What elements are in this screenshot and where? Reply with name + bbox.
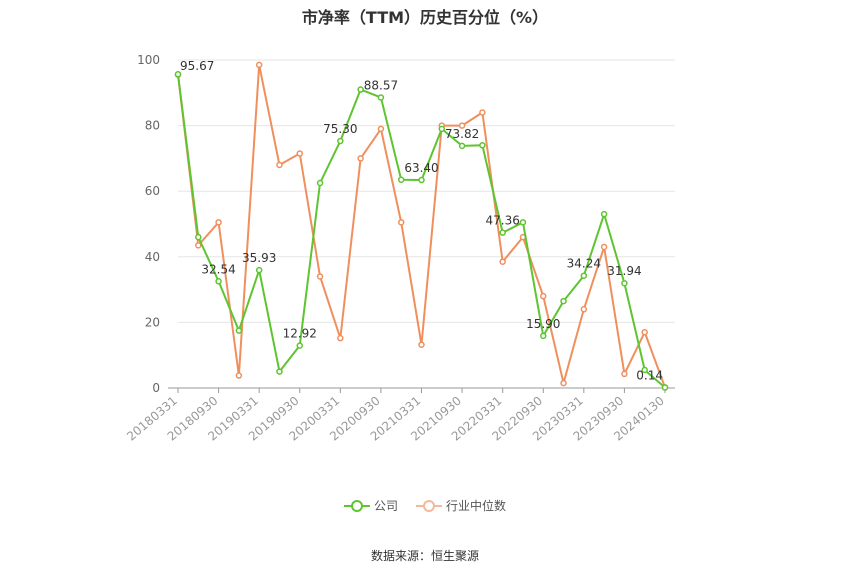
point-industry-median-20 — [580, 306, 588, 313]
point-industry-median-22 — [621, 370, 628, 378]
point-company-23 — [641, 366, 648, 374]
data-label-company-14: 73.82 — [445, 127, 479, 141]
point-company-6 — [296, 342, 303, 349]
point-company-8 — [337, 137, 344, 145]
legend-item-industry-median[interactable]: 行业中位数 — [416, 497, 506, 514]
point-industry-median-1 — [195, 242, 202, 249]
legend: 公司 行业中位数 — [0, 497, 850, 514]
point-industry-median-3 — [235, 372, 243, 379]
point-company-22 — [621, 279, 628, 287]
data-label-company-24: 0.14 — [636, 369, 663, 383]
point-industry-median-19 — [560, 379, 567, 387]
point-company-3 — [235, 327, 243, 334]
point-company-19 — [560, 297, 567, 305]
point-industry-median-5 — [276, 161, 283, 169]
data-label-company-22: 31.94 — [607, 264, 641, 278]
point-company-15 — [479, 142, 486, 149]
series-line-industry-median — [177, 63, 666, 388]
point-company-17 — [519, 219, 527, 226]
data-label-company-6: 12.92 — [283, 327, 317, 341]
point-company-2 — [215, 278, 222, 285]
point-industry-median-15 — [479, 109, 486, 116]
y-tick-label-80: 80 — [145, 119, 160, 133]
point-industry-median-7 — [316, 273, 324, 280]
y-tick-label-100: 100 — [137, 53, 160, 67]
point-company-10 — [377, 94, 385, 101]
point-industry-median-6 — [296, 150, 303, 157]
data-label-company-2: 32.54 — [201, 262, 235, 276]
data-label-company-10: 88.57 — [364, 78, 398, 92]
data-label-company-12: 63.40 — [404, 161, 438, 175]
point-company-18 — [540, 332, 547, 340]
y-tick-label-20: 20 — [145, 315, 160, 329]
point-company-5 — [276, 368, 283, 375]
point-company-20 — [580, 272, 588, 279]
point-company-1 — [195, 233, 202, 241]
point-company-12 — [418, 176, 425, 184]
point-industry-median-23 — [641, 328, 648, 336]
point-company-9 — [357, 86, 364, 93]
y-tick-label-40: 40 — [145, 250, 160, 264]
point-company-13 — [438, 125, 446, 133]
point-company-11 — [397, 176, 405, 183]
legend-swatch-company — [343, 499, 370, 512]
y-tick-label-0: 0 — [152, 381, 160, 395]
point-company-4 — [255, 266, 263, 274]
source-note: 数据来源：恒生聚源 — [370, 549, 479, 563]
point-company-7 — [316, 179, 324, 187]
point-industry-median-4 — [255, 61, 263, 69]
legend-label-industry-median: 行业中位数 — [446, 499, 507, 513]
legend-swatch-industry-median — [416, 499, 442, 512]
data-label-company-18: 15.90 — [526, 317, 560, 331]
data-label-company-4: 35.93 — [242, 251, 276, 265]
data-label-company-0: 95.67 — [180, 59, 214, 73]
point-industry-median-18 — [540, 292, 547, 300]
legend-item-company[interactable]: 公司 — [343, 497, 398, 514]
data-label-company-16: 47.36 — [485, 214, 519, 228]
point-company-21 — [600, 210, 608, 218]
point-industry-median-12 — [418, 341, 425, 348]
legend-label-company: 公司 — [373, 499, 398, 513]
data-label-company-20: 34.24 — [567, 257, 601, 271]
y-tick-label-60: 60 — [145, 184, 160, 198]
point-company-16 — [499, 229, 506, 236]
point-industry-median-10 — [377, 125, 385, 133]
data-label-company-8: 75.30 — [323, 122, 357, 136]
point-company-0 — [174, 70, 182, 78]
point-industry-median-8 — [337, 334, 344, 342]
point-industry-median-14 — [458, 122, 466, 129]
point-industry-median-2 — [215, 219, 222, 226]
point-company-14 — [458, 142, 466, 150]
chart-title: 市净率（TTM）历史百分位（%） — [301, 8, 549, 27]
point-industry-median-16 — [499, 258, 506, 265]
point-industry-median-11 — [397, 219, 405, 226]
point-company-24 — [661, 384, 669, 391]
point-industry-median-9 — [357, 155, 364, 162]
point-industry-median-21 — [600, 243, 608, 251]
